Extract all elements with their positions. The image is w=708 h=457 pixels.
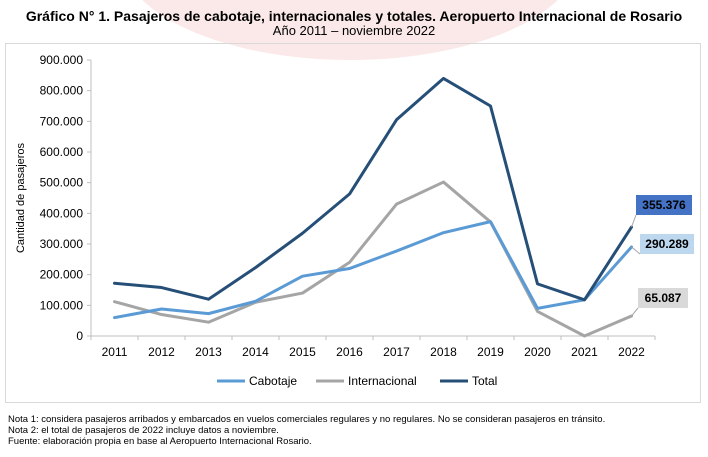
annotation-box-cabotaje (640, 234, 694, 254)
x-tick-label: 2011 (102, 345, 128, 359)
legend-label-cabotaje: Cabotaje (249, 374, 297, 388)
y-tick-label: 700.000 (40, 114, 84, 128)
y-tick-label: 800.000 (40, 84, 84, 98)
x-tick-label: 2013 (195, 345, 222, 359)
legend-label-total: Total (472, 374, 497, 388)
annotation-box-total (636, 195, 692, 215)
y-tick-label: 400.000 (40, 206, 84, 220)
series-line-internacional (113, 180, 633, 338)
x-tick-label: 2019 (477, 345, 504, 359)
source-note: Fuente: elaboración propia en base al Ae… (8, 436, 312, 447)
annotation-leader-cabotaje (631, 246, 641, 255)
x-tick-label: 2015 (289, 345, 316, 359)
annotation-leader-total (631, 214, 637, 228)
y-tick-label: 0 (76, 329, 83, 343)
x-tick-label: 2022 (618, 345, 645, 359)
x-tick-label: 2017 (383, 345, 410, 359)
series-line-cabotaje (113, 220, 633, 320)
x-tick-label: 2016 (336, 345, 363, 359)
x-tick-label: 2020 (524, 345, 551, 359)
y-tick-label: 300.000 (40, 237, 84, 251)
x-tick-label: 2014 (242, 345, 269, 359)
chart-frame (5, 43, 701, 403)
y-tick-label: 600.000 (40, 145, 84, 159)
y-tick-label: 200.000 (40, 268, 84, 282)
annotation-label-cabotaje: 290.289 (645, 237, 689, 251)
series-line-total (113, 76, 633, 302)
y-tick-label: 500.000 (40, 176, 84, 190)
y-tick-label: 100.000 (40, 298, 84, 312)
x-tick-label: 2012 (148, 345, 175, 359)
legend-label-internacional: Internacional (348, 374, 417, 388)
x-tick-label: 2021 (571, 345, 598, 359)
annotation-leader-internacional (631, 307, 639, 317)
x-tick-label: 2018 (430, 345, 457, 359)
y-tick-label: 900.000 (40, 53, 84, 67)
y-axis-title: Cantidad de pasajeros (15, 142, 27, 253)
note-1: Nota 1: considera pasajeros arribados y … (8, 414, 606, 425)
notes: Nota 1: considera pasajeros arribados y … (8, 414, 605, 447)
chart-title: Gráfico N° 1. Pasajeros de cabotaje, int… (25, 8, 683, 24)
annotation-box-internacional (638, 288, 688, 308)
note-2: Nota 2: el total de pasajeros de 2022 in… (8, 425, 279, 436)
annotation-label-total: 355.376 (642, 198, 686, 212)
chart-subtitle: Año 2011 – noviembre 2022 (272, 23, 436, 38)
annotation-label-internacional: 65.087 (645, 291, 682, 305)
